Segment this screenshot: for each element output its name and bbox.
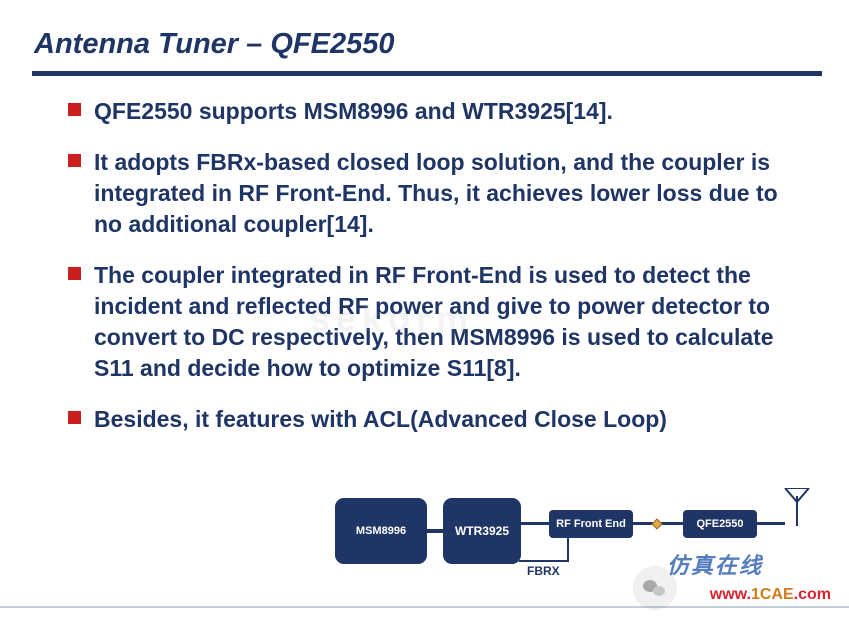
bullet-marker-icon	[68, 96, 94, 116]
coupler-dot-icon	[651, 518, 662, 529]
watermark-cn: 仿真在线	[667, 548, 763, 580]
slide: Antenna Tuner – QFE2550 QFE2550 supports…	[0, 0, 849, 618]
connector-line	[757, 522, 785, 525]
block-label: QFE2550	[696, 518, 743, 530]
url-prefix: www.	[710, 586, 751, 603]
block-msm8996: MSM8996	[335, 498, 427, 564]
fbrx-label: FBRX	[527, 564, 560, 578]
block-label: WTR3925	[455, 524, 509, 538]
connector-line	[521, 522, 549, 525]
block-label: MSM8996	[356, 525, 406, 537]
block-label: RF Front End	[556, 518, 626, 530]
bullet-text: Besides, it features with ACL(Advanced C…	[94, 404, 803, 435]
bullet-item: It adopts FBRx-based closed loop solutio…	[68, 147, 803, 240]
connector-line	[427, 529, 443, 533]
title-underline	[32, 71, 822, 76]
watermark-url: www.1CAE.com	[710, 586, 831, 604]
bullet-item: Besides, it features with ACL(Advanced C…	[68, 404, 803, 435]
bullet-marker-icon	[68, 147, 94, 167]
bullet-item: The coupler integrated in RF Front-End i…	[68, 260, 803, 384]
fbrx-feedback-path	[519, 532, 569, 562]
bullet-text: It adopts FBRx-based closed loop solutio…	[94, 147, 803, 240]
bullet-marker-icon	[68, 260, 94, 280]
bullet-list: QFE2550 supports MSM8996 and WTR3925[14]…	[32, 96, 817, 435]
antenna-icon	[783, 488, 811, 531]
footer-rule	[0, 606, 849, 608]
block-wtr3925: WTR3925	[443, 498, 521, 564]
url-suffix: .com	[794, 586, 831, 603]
bullet-marker-icon	[68, 404, 94, 424]
bullet-item: QFE2550 supports MSM8996 and WTR3925[14]…	[68, 96, 803, 127]
bullet-text: QFE2550 supports MSM8996 and WTR3925[14]…	[94, 96, 803, 127]
bullet-text: The coupler integrated in RF Front-End i…	[94, 260, 803, 384]
slide-title: Antenna Tuner – QFE2550	[32, 28, 817, 71]
url-mid: 1CAE	[751, 586, 794, 603]
block-qfe2550: QFE2550	[683, 510, 757, 538]
